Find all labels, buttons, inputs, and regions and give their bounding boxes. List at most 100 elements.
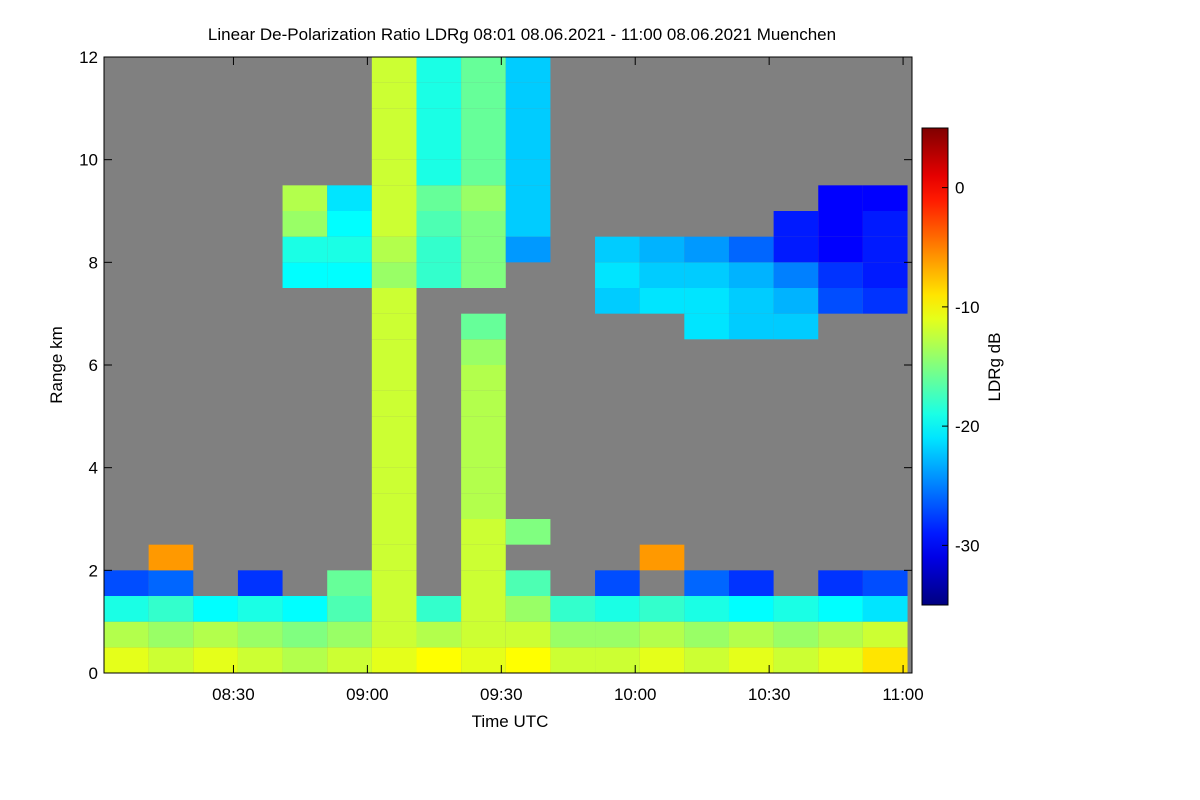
heatmap-cell [505, 211, 551, 237]
heatmap-cell [862, 236, 908, 263]
heatmap-cell [416, 262, 462, 288]
heatmap-cell [416, 621, 462, 648]
heatmap-cell [193, 647, 238, 673]
heatmap-cell [862, 621, 908, 648]
heatmap-cell [639, 236, 685, 263]
heatmap-cell [862, 211, 908, 237]
heatmap-cell [282, 185, 328, 211]
heatmap-cell [461, 185, 506, 211]
y-tick-label: 8 [89, 253, 98, 272]
heatmap-cell [327, 185, 372, 211]
heatmap-cell [148, 621, 194, 648]
heatmap-cell [773, 262, 819, 288]
heatmap-cell [371, 159, 417, 186]
heatmap-cell [818, 570, 863, 596]
heatmap-cell [728, 236, 774, 263]
heatmap-cell [595, 621, 640, 648]
heatmap-cell [371, 467, 417, 494]
heatmap-cell [684, 288, 729, 314]
heatmap-cell [371, 519, 417, 545]
heatmap-cell [728, 596, 774, 622]
heatmap-cell [773, 647, 819, 673]
heatmap-cell [327, 621, 372, 648]
heatmap-cell [461, 159, 506, 186]
heatmap-cell [371, 493, 417, 519]
heatmap-cell [595, 647, 640, 673]
heatmap-cell [461, 134, 506, 160]
heatmap-cell [148, 544, 194, 571]
heatmap-cell [371, 570, 417, 596]
heatmap-cell [773, 236, 819, 263]
heatmap-cell [461, 647, 506, 673]
heatmap-cell [461, 621, 506, 648]
heatmap-cell [371, 236, 417, 263]
heatmap-cell [684, 236, 729, 263]
heatmap-cell [862, 288, 908, 314]
colorbar-tick-label: -30 [955, 536, 980, 555]
heatmap-cell [104, 596, 149, 622]
x-tick-label: 08:30 [212, 685, 255, 704]
heatmap-cell [148, 647, 194, 673]
heatmap-cell [595, 236, 640, 263]
heatmap-cell [505, 82, 551, 109]
heatmap-cell [416, 211, 462, 237]
heatmap-cell [550, 647, 596, 673]
heatmap-cell [818, 596, 863, 622]
heatmap-cell [773, 596, 819, 622]
heatmap-cell [684, 596, 729, 622]
heatmap-cell [371, 262, 417, 288]
heatmap-cell [684, 262, 729, 288]
heatmap-cell [818, 185, 863, 211]
heatmap-cell [371, 108, 417, 134]
heatmap-cell [104, 647, 149, 673]
heatmap-cell [684, 570, 729, 596]
heatmap-cell [639, 544, 685, 571]
heatmap-cell [595, 262, 640, 288]
heatmap-cell [773, 211, 819, 237]
heatmap-cell [461, 108, 506, 134]
colorbar-tick-label: -10 [955, 298, 980, 317]
colorbar-tick-label: 0 [955, 179, 964, 198]
y-tick-label: 4 [89, 459, 98, 478]
heatmap-cell [505, 134, 551, 160]
heatmap-cell [684, 621, 729, 648]
heatmap-cell [282, 262, 328, 288]
heatmap-cell [505, 570, 551, 596]
heatmap-cell [862, 262, 908, 288]
heatmap-cell [461, 313, 506, 340]
heatmap-cell [595, 596, 640, 622]
heatmap-cell [639, 596, 685, 622]
heatmap-cell [505, 108, 551, 134]
heatmap-cell [371, 544, 417, 571]
heatmap-cell [371, 365, 417, 391]
heatmap-cell [728, 262, 774, 288]
heatmap-cell [371, 647, 417, 673]
heatmap-cell [505, 185, 551, 211]
x-tick-label: 09:30 [480, 685, 523, 704]
heatmap-cell [371, 339, 417, 365]
heatmap-cell [505, 596, 551, 622]
heatmap-cell [862, 570, 908, 596]
heatmap-cell [371, 57, 417, 83]
heatmap-cell [237, 596, 283, 622]
heatmap-cell [282, 621, 328, 648]
heatmap-cell [282, 236, 328, 263]
heatmap-cell [371, 596, 417, 622]
heatmap-cell [282, 211, 328, 237]
heatmap-cell [371, 82, 417, 109]
heatmap-cell [728, 313, 774, 340]
heatmap-cell [327, 570, 372, 596]
heatmap-cell [461, 262, 506, 288]
heatmap-cell [416, 82, 462, 109]
colorbar [921, 127, 949, 606]
heatmap-cell [461, 211, 506, 237]
heatmap-cell [371, 288, 417, 314]
heatmap-cell [505, 236, 551, 263]
heatmap-cell [416, 159, 462, 186]
heatmap-cell [416, 596, 462, 622]
y-tick-label: 12 [79, 48, 98, 67]
y-axis-label: Range km [47, 326, 66, 403]
heatmap-cell [818, 211, 863, 237]
chart-title: Linear De-Polarization Ratio LDRg 08:01 … [208, 25, 836, 44]
heatmap-cell [237, 621, 283, 648]
